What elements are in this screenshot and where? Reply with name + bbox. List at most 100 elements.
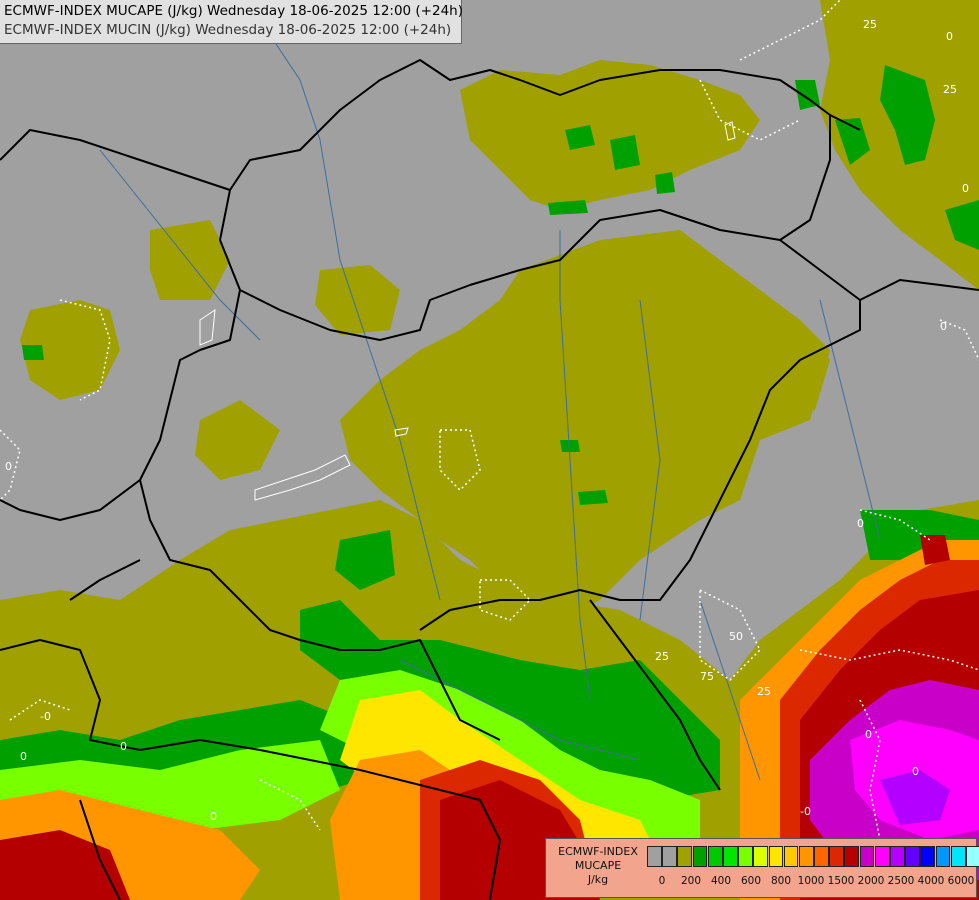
cape-region-west-central	[150, 220, 230, 300]
legend-swatch	[935, 846, 951, 867]
cin-contour-3	[439, 429, 481, 492]
cin-label: 75	[700, 670, 714, 683]
cin-contours	[0, 0, 979, 841]
legend-swatch	[753, 846, 769, 867]
cin-label: 0	[946, 30, 953, 43]
cin-contour-11	[859, 509, 931, 541]
legend-swatches	[647, 846, 979, 867]
green-ne-4	[945, 200, 979, 250]
legend-swatch	[890, 846, 905, 867]
legend-title: ECMWF-INDEX MUCAPE J/kg	[550, 845, 646, 887]
border-east-far	[859, 279, 979, 301]
green-north-4	[548, 200, 588, 215]
color-legend: ECMWF-INDEX MUCAPE J/kg 0 200 400 600 800 100…	[545, 838, 979, 898]
cin-label: 0	[940, 320, 947, 333]
cin-label: 25	[757, 685, 771, 698]
legend-swatch	[647, 846, 662, 867]
border-north	[0, 59, 861, 191]
cin-label: 0	[5, 460, 12, 473]
lake-outline-1	[254, 454, 351, 501]
cin-contour-6	[799, 649, 979, 671]
legend-tick-label: 4000	[917, 875, 945, 887]
river-7	[819, 299, 881, 541]
green-sw-1	[335, 530, 395, 590]
legend-swatch	[798, 846, 814, 867]
green-south-band	[300, 600, 720, 800]
map-title-box: ECMWF-INDEX MUCAPE (J/kg) Wednesday 18-0…	[0, 0, 463, 44]
cin-label: 50	[729, 630, 743, 643]
legend-swatch	[965, 846, 979, 867]
river-1	[259, 19, 441, 601]
se-purple	[880, 770, 950, 825]
legend-tick-label: 2500	[887, 875, 915, 887]
green-ne-3	[835, 118, 870, 165]
legend-title-line2: MUCAPE	[574, 859, 622, 872]
legend-swatch	[859, 846, 875, 867]
border-southwest	[139, 479, 501, 741]
se-hot-spot	[920, 535, 950, 565]
cin-label: 25	[655, 650, 669, 663]
cin-label: 0	[120, 740, 127, 753]
legend-tick-label: 2000	[857, 875, 885, 887]
cin-contour-9	[59, 299, 111, 401]
green-west-1	[22, 345, 44, 360]
green-north-3	[655, 172, 675, 194]
legend-tick-label: 200	[680, 875, 702, 887]
cape-region-north-west	[315, 265, 400, 335]
legend-tick-label: 1000	[797, 875, 825, 887]
cin-label: 25	[863, 18, 877, 31]
green-north-2	[610, 135, 640, 170]
cin-label: 25	[943, 83, 957, 96]
legend-swatch	[950, 846, 966, 867]
legend-swatch	[738, 846, 753, 867]
green-north-1	[565, 125, 595, 150]
legend-swatch	[677, 846, 693, 867]
legend-swatch	[920, 846, 936, 867]
legend-tick-label: 1500	[827, 875, 855, 887]
cape-region-east	[740, 320, 830, 420]
cin-contour-5	[699, 588, 761, 681]
lake-outline-4	[724, 121, 736, 141]
river-2	[559, 230, 591, 701]
legend-ticks: 0 200 400 600 800 1000 1500 2000 2500 4000 6000	[647, 875, 977, 891]
rivers	[99, 19, 881, 781]
map-title-mucape: ECMWF-INDEX MUCAPE (J/kg) Wednesday 18-0…	[4, 3, 463, 19]
green-ne-1	[880, 65, 935, 165]
cape-region-central	[340, 230, 830, 620]
legend-swatch	[905, 846, 920, 867]
legend-swatch	[814, 846, 829, 867]
legend-tick-label: 6000	[947, 875, 975, 887]
legend-swatch	[874, 846, 890, 867]
green-center-1	[560, 440, 580, 452]
cape-high-regions	[740, 535, 979, 900]
cin-contour-4	[479, 579, 532, 621]
cin-label: 0	[857, 517, 864, 530]
legend-swatch	[707, 846, 723, 867]
border-west-2	[69, 559, 141, 601]
cin-label: 0	[210, 810, 217, 823]
border-north-inner	[219, 115, 831, 341]
legend-swatch	[768, 846, 784, 867]
map-title-mucin: ECMWF-INDEX MUCIN (J/kg) Wednesday 18-06…	[4, 22, 452, 38]
legend-swatch	[783, 846, 799, 867]
cin-contour-2	[699, 79, 801, 141]
legend-swatch	[844, 846, 860, 867]
legend-swatch	[692, 846, 708, 867]
legend-swatch	[722, 846, 738, 867]
cin-contour-10	[939, 319, 979, 361]
cin-contour-12	[9, 699, 71, 721]
lake-outline-3	[394, 427, 409, 437]
border-west	[0, 289, 241, 521]
lake-outline-2	[199, 308, 216, 346]
legend-unit: J/kg	[587, 873, 609, 886]
cin-contour-8	[0, 429, 21, 501]
river-5	[699, 599, 761, 781]
cin-solid-contours	[199, 121, 736, 501]
cin-label: 0	[962, 182, 969, 195]
legend-tick-label: 0	[658, 875, 666, 887]
green-center-2	[578, 490, 608, 505]
cape-region-north	[460, 60, 760, 210]
cin-label: 0	[20, 750, 27, 763]
